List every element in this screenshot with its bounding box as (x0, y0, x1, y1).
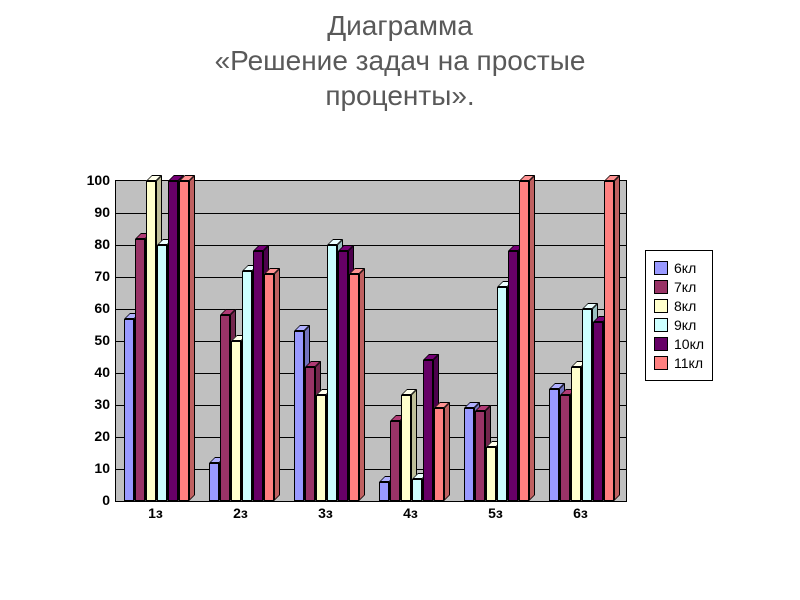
y-axis-tick: 90 (60, 204, 110, 220)
x-axis-tick: 3з (318, 505, 333, 521)
legend-item: 7кл (654, 279, 704, 295)
title-line3: проценты». (325, 80, 474, 111)
legend-swatch (654, 299, 668, 313)
x-axis-tick: 5з (488, 505, 503, 521)
bar (349, 268, 365, 501)
title-line2: «Решение задач на простые (215, 45, 586, 76)
x-axis-tick: 4з (403, 505, 418, 521)
x-axis-tick: 1з (148, 505, 163, 521)
legend-swatch (654, 337, 668, 351)
legend-item: 6кл (654, 260, 704, 276)
legend-swatch (654, 280, 668, 294)
y-axis-tick: 50 (60, 332, 110, 348)
y-axis-tick: 100 (60, 172, 110, 188)
y-axis-tick: 10 (60, 460, 110, 476)
legend-label: 10кл (674, 336, 704, 352)
bar (179, 175, 195, 501)
legend-swatch (654, 261, 668, 275)
legend-label: 8кл (674, 298, 696, 314)
legend-swatch (654, 318, 668, 332)
legend: 6кл 7кл 8кл 9кл 10кл 11кл (645, 250, 713, 381)
legend-label: 6кл (674, 260, 696, 276)
legend-label: 11кл (674, 355, 703, 371)
legend-swatch (654, 356, 668, 370)
legend-label: 9кл (674, 317, 696, 333)
bar (264, 268, 280, 501)
title-line1: Диаграмма (327, 10, 473, 41)
y-axis-tick: 30 (60, 396, 110, 412)
y-axis-tick: 80 (60, 236, 110, 252)
chart-title: Диаграмма «Решение задач на простые проц… (0, 0, 800, 113)
plot-background (115, 180, 627, 502)
y-axis-tick: 40 (60, 364, 110, 380)
legend-item: 8кл (654, 298, 704, 314)
y-axis-tick: 70 (60, 268, 110, 284)
legend-item: 11кл (654, 355, 704, 371)
legend-item: 9кл (654, 317, 704, 333)
bar (434, 402, 450, 501)
chart-area: 6кл 7кл 8кл 9кл 10кл 11кл 0 10 20 30 40 50 60 7… (60, 170, 740, 550)
x-axis-tick: 2з (233, 505, 248, 521)
legend-label: 7кл (674, 279, 696, 295)
y-axis-tick: 60 (60, 300, 110, 316)
y-axis-tick: 0 (60, 492, 110, 508)
legend-item: 10кл (654, 336, 704, 352)
bar (604, 175, 620, 501)
bar (519, 175, 535, 501)
x-axis-tick: 6з (573, 505, 588, 521)
y-axis-tick: 20 (60, 428, 110, 444)
